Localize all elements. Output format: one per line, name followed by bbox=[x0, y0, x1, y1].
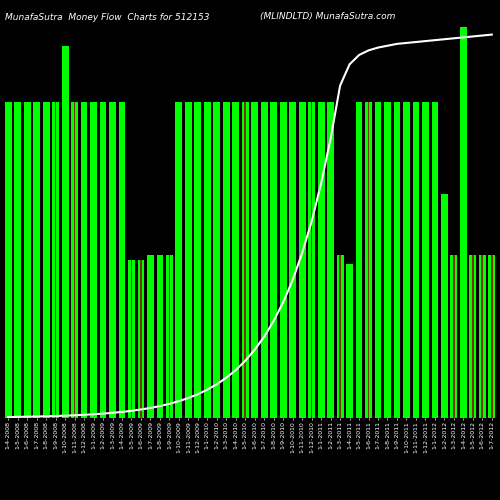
Bar bbox=[244, 102, 246, 417]
Bar bbox=[24, 102, 30, 417]
Bar bbox=[441, 194, 448, 418]
Bar bbox=[422, 102, 429, 417]
Bar bbox=[311, 102, 312, 417]
Bar bbox=[261, 102, 268, 417]
Bar bbox=[128, 260, 135, 418]
Bar bbox=[403, 102, 410, 417]
Text: (MLINDLTD) MunafaSutra.com: (MLINDLTD) MunafaSutra.com bbox=[260, 12, 396, 22]
Bar bbox=[252, 102, 258, 417]
Bar bbox=[118, 102, 126, 417]
Bar bbox=[470, 255, 476, 418]
Bar bbox=[74, 102, 76, 417]
Bar bbox=[460, 27, 467, 417]
Bar bbox=[290, 102, 296, 417]
Bar bbox=[339, 255, 341, 418]
Bar bbox=[55, 102, 56, 417]
Text: MunafaSutra  Money Flow  Charts for 512153: MunafaSutra Money Flow Charts for 512153 bbox=[5, 12, 210, 22]
Bar bbox=[14, 102, 21, 417]
Bar bbox=[90, 102, 97, 417]
Bar bbox=[365, 102, 372, 417]
Bar bbox=[168, 255, 170, 418]
Bar bbox=[384, 102, 391, 417]
Bar bbox=[62, 46, 68, 418]
Bar bbox=[100, 102, 106, 417]
Bar bbox=[450, 255, 458, 418]
Bar bbox=[176, 102, 182, 417]
Bar bbox=[80, 102, 87, 417]
Bar bbox=[194, 102, 202, 417]
Bar bbox=[394, 102, 400, 417]
Bar bbox=[356, 102, 362, 417]
Bar bbox=[368, 102, 370, 417]
Bar bbox=[156, 255, 164, 418]
Bar bbox=[270, 102, 277, 417]
Bar bbox=[453, 255, 454, 418]
Bar bbox=[374, 102, 382, 417]
Bar bbox=[52, 102, 59, 417]
Bar bbox=[308, 102, 315, 417]
Bar bbox=[232, 102, 239, 417]
Bar bbox=[185, 102, 192, 417]
Bar bbox=[214, 102, 220, 417]
Bar bbox=[280, 102, 286, 417]
Bar bbox=[223, 102, 230, 417]
Bar bbox=[42, 102, 50, 417]
Bar bbox=[482, 255, 483, 418]
Bar bbox=[109, 102, 116, 417]
Bar bbox=[130, 260, 132, 418]
Bar bbox=[204, 102, 210, 417]
Bar bbox=[242, 102, 248, 417]
Bar bbox=[346, 264, 353, 418]
Bar bbox=[432, 102, 438, 417]
Bar bbox=[147, 255, 154, 418]
Bar bbox=[472, 255, 474, 418]
Bar bbox=[5, 102, 12, 417]
Bar bbox=[488, 255, 495, 418]
Bar bbox=[71, 102, 78, 417]
Bar bbox=[327, 102, 334, 417]
Bar bbox=[412, 102, 420, 417]
Bar bbox=[140, 260, 142, 418]
Bar bbox=[479, 255, 486, 418]
Bar bbox=[166, 255, 173, 418]
Bar bbox=[298, 102, 306, 417]
Bar bbox=[318, 102, 324, 417]
Bar bbox=[491, 255, 492, 418]
Bar bbox=[336, 255, 344, 418]
Bar bbox=[138, 260, 144, 418]
Bar bbox=[33, 102, 40, 417]
